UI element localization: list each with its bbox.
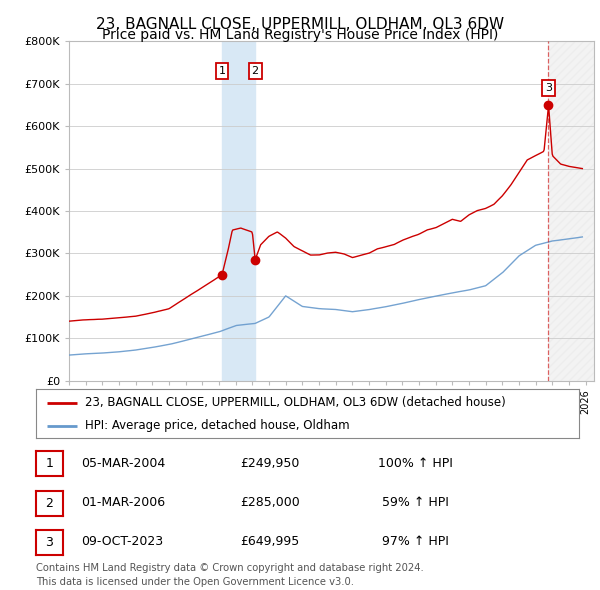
Text: £285,000: £285,000	[240, 496, 300, 509]
Text: 23, BAGNALL CLOSE, UPPERMILL, OLDHAM, OL3 6DW (detached house): 23, BAGNALL CLOSE, UPPERMILL, OLDHAM, OL…	[85, 396, 506, 409]
Text: 09-OCT-2023: 09-OCT-2023	[81, 535, 163, 548]
Text: 2: 2	[251, 66, 259, 76]
Text: 59% ↑ HPI: 59% ↑ HPI	[378, 496, 449, 509]
Text: Contains HM Land Registry data © Crown copyright and database right 2024.
This d: Contains HM Land Registry data © Crown c…	[36, 563, 424, 587]
Text: £249,950: £249,950	[240, 457, 299, 470]
Text: 3: 3	[46, 536, 53, 549]
Text: 05-MAR-2004: 05-MAR-2004	[81, 457, 165, 470]
Bar	[222, 41, 255, 381]
Text: 2: 2	[46, 497, 53, 510]
Text: Price paid vs. HM Land Registry's House Price Index (HPI): Price paid vs. HM Land Registry's House …	[102, 28, 498, 42]
Text: HPI: Average price, detached house, Oldham: HPI: Average price, detached house, Oldh…	[85, 419, 349, 432]
Text: 1: 1	[218, 66, 226, 76]
Bar	[548, 41, 594, 381]
Text: 97% ↑ HPI: 97% ↑ HPI	[378, 535, 449, 548]
Text: £649,995: £649,995	[240, 535, 299, 548]
Text: 3: 3	[545, 83, 552, 93]
Text: 23, BAGNALL CLOSE, UPPERMILL, OLDHAM, OL3 6DW: 23, BAGNALL CLOSE, UPPERMILL, OLDHAM, OL…	[96, 17, 504, 31]
Text: 100% ↑ HPI: 100% ↑ HPI	[378, 457, 453, 470]
Text: 1: 1	[46, 457, 53, 470]
Text: 01-MAR-2006: 01-MAR-2006	[81, 496, 165, 509]
